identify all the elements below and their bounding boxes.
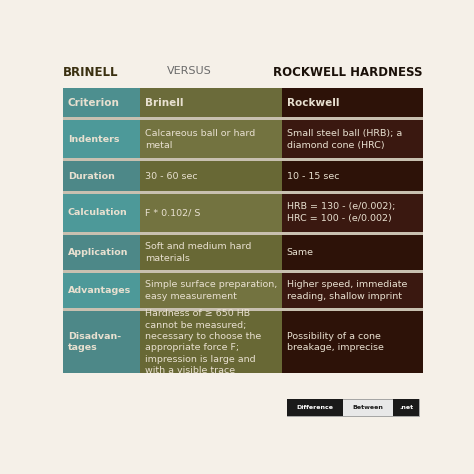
FancyBboxPatch shape (63, 191, 423, 193)
Text: Higher speed, immediate
reading, shallow imprint: Higher speed, immediate reading, shallow… (287, 281, 407, 301)
Text: Same: Same (287, 248, 314, 257)
Text: Difference: Difference (297, 405, 334, 410)
Text: Criterion: Criterion (68, 98, 119, 108)
FancyBboxPatch shape (282, 273, 423, 308)
Text: .net: .net (399, 405, 413, 410)
Text: F * 0.102/ S: F * 0.102/ S (145, 208, 201, 217)
Text: Possibility of a cone
breakage, imprecise: Possibility of a cone breakage, imprecis… (287, 332, 383, 353)
FancyBboxPatch shape (63, 273, 140, 308)
FancyBboxPatch shape (287, 399, 419, 416)
FancyBboxPatch shape (393, 399, 419, 416)
FancyBboxPatch shape (140, 311, 282, 373)
FancyBboxPatch shape (63, 193, 140, 232)
Text: Disadvan-
tages: Disadvan- tages (68, 332, 121, 353)
FancyBboxPatch shape (287, 399, 343, 416)
Text: Hardness of ≥ 650 HB
cannot be measured;
necessary to choose the
appropriate for: Hardness of ≥ 650 HB cannot be measured;… (145, 309, 261, 375)
Text: HRB = 130 - (e/0.002);
HRC = 100 - (e/0.002): HRB = 130 - (e/0.002); HRC = 100 - (e/0.… (287, 202, 395, 223)
FancyBboxPatch shape (140, 235, 282, 270)
Text: ROCKWELL HARDNESS: ROCKWELL HARDNESS (273, 66, 423, 79)
FancyBboxPatch shape (282, 161, 423, 191)
FancyBboxPatch shape (63, 232, 423, 235)
FancyBboxPatch shape (63, 311, 140, 373)
Text: Advantages: Advantages (68, 286, 131, 295)
FancyBboxPatch shape (140, 120, 282, 158)
FancyBboxPatch shape (282, 311, 423, 373)
FancyBboxPatch shape (140, 193, 282, 232)
Text: Calculation: Calculation (68, 208, 128, 217)
FancyBboxPatch shape (63, 308, 423, 311)
Text: Indenters: Indenters (68, 135, 119, 144)
Text: Simple surface preparation,
easy measurement: Simple surface preparation, easy measure… (145, 281, 277, 301)
FancyBboxPatch shape (282, 235, 423, 270)
Text: Small steel ball (HRB); a
diamond cone (HRC): Small steel ball (HRB); a diamond cone (… (287, 129, 402, 149)
Text: Duration: Duration (68, 172, 115, 181)
Text: Rockwell: Rockwell (287, 98, 339, 108)
FancyBboxPatch shape (63, 270, 423, 273)
FancyBboxPatch shape (282, 88, 423, 117)
FancyBboxPatch shape (282, 120, 423, 158)
FancyBboxPatch shape (63, 235, 140, 270)
FancyBboxPatch shape (63, 120, 140, 158)
Text: Soft and medium hard
materials: Soft and medium hard materials (145, 242, 252, 263)
Text: VERSUS: VERSUS (167, 66, 212, 76)
FancyBboxPatch shape (63, 161, 140, 191)
FancyBboxPatch shape (63, 88, 140, 117)
Text: Between: Between (352, 405, 383, 410)
FancyBboxPatch shape (282, 193, 423, 232)
FancyBboxPatch shape (63, 117, 423, 120)
Text: Application: Application (68, 248, 128, 257)
Text: Brinell: Brinell (145, 98, 183, 108)
Text: 10 - 15 sec: 10 - 15 sec (287, 172, 339, 181)
Text: 30 - 60 sec: 30 - 60 sec (145, 172, 198, 181)
FancyBboxPatch shape (63, 158, 423, 161)
FancyBboxPatch shape (140, 161, 282, 191)
FancyBboxPatch shape (140, 273, 282, 308)
FancyBboxPatch shape (140, 88, 282, 117)
Text: BRINELL: BRINELL (63, 66, 118, 79)
Text: Calcareous ball or hard
metal: Calcareous ball or hard metal (145, 129, 255, 149)
